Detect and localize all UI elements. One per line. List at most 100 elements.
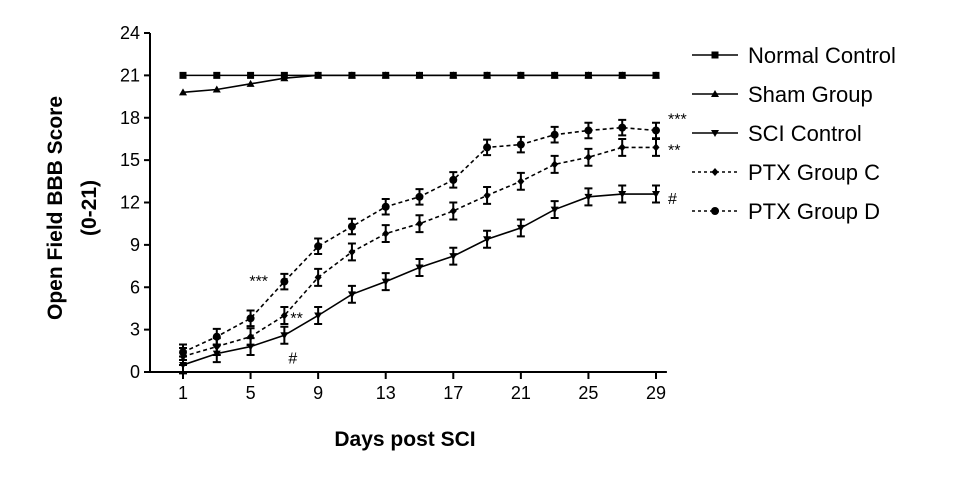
data-point — [280, 277, 289, 286]
y-tick-label: 15 — [120, 150, 140, 170]
y-tick-label: 18 — [120, 108, 140, 128]
data-point — [314, 312, 323, 320]
x-tick-label: 1 — [178, 383, 188, 403]
data-point — [483, 236, 492, 244]
data-point — [280, 74, 289, 82]
data-point — [213, 71, 221, 79]
series-sci-control — [179, 184, 660, 375]
x-tick-label: 9 — [313, 383, 323, 403]
data-point — [179, 88, 187, 96]
data-point — [348, 247, 356, 256]
significance-annotation: *** — [668, 111, 687, 128]
legend-marker — [711, 207, 719, 215]
x-tick-label: 29 — [646, 383, 666, 403]
y-tick-label: 12 — [120, 193, 140, 213]
data-point — [381, 202, 390, 211]
data-point — [618, 123, 627, 132]
data-point — [618, 71, 627, 79]
data-point — [652, 71, 660, 79]
data-point — [212, 332, 221, 341]
data-point — [179, 71, 187, 79]
data-point — [551, 160, 559, 169]
y-axis-label: Open Field BBB Score (0-21) — [44, 96, 101, 320]
data-point — [280, 332, 289, 340]
data-point — [550, 130, 559, 139]
data-point — [314, 273, 322, 282]
significance-annotation: # — [288, 350, 297, 367]
series-ptx-group-c — [179, 137, 660, 366]
legend-item: SCI Control — [692, 121, 862, 146]
data-point — [550, 206, 559, 214]
data-point — [179, 348, 187, 357]
data-point — [381, 71, 390, 79]
data-point — [584, 153, 592, 162]
y-tick-label: 6 — [130, 277, 140, 297]
y-tick-label: 21 — [120, 65, 140, 85]
data-point — [415, 264, 424, 272]
data-point — [516, 71, 525, 79]
data-point — [247, 71, 255, 79]
data-point — [516, 140, 525, 149]
data-point — [246, 314, 255, 323]
data-point — [584, 193, 593, 201]
data-point — [247, 332, 255, 341]
data-point — [449, 206, 457, 215]
legend-label: Normal Control — [748, 43, 896, 68]
legend-label: PTX Group C — [748, 160, 880, 185]
legend-marker — [711, 130, 719, 137]
data-point — [483, 191, 491, 200]
y-tick-label: 9 — [130, 235, 140, 255]
legend-label: Sham Group — [748, 82, 873, 107]
data-point — [280, 311, 288, 320]
y-axis-label-line1: Open Field BBB Score — [44, 96, 67, 320]
data-point — [483, 71, 492, 79]
data-point — [415, 192, 424, 201]
data-point — [212, 85, 221, 93]
data-point — [652, 126, 660, 135]
significance-annotation: # — [668, 191, 677, 208]
significance-annotation: *** — [249, 274, 268, 291]
legend-label: SCI Control — [748, 121, 862, 146]
y-axis-label-line2: (0-21) — [78, 180, 101, 236]
data-point — [517, 177, 525, 186]
data-point — [584, 71, 593, 79]
data-point — [416, 219, 423, 228]
legend-marker — [711, 51, 719, 59]
data-point — [449, 253, 458, 261]
legend-marker — [711, 168, 719, 176]
x-tick-label: 21 — [511, 383, 531, 403]
data-point — [347, 71, 356, 79]
series-sham-group — [179, 71, 660, 96]
data-point — [550, 71, 559, 79]
data-point — [415, 71, 424, 79]
legend-item: Normal Control — [692, 43, 896, 68]
legend-item: PTX Group C — [692, 160, 880, 185]
data-point — [618, 191, 627, 199]
data-point — [449, 175, 458, 184]
legend-item: Sham Group — [692, 82, 873, 107]
legend: Normal Control Sham Group SCI Control PTX G… — [692, 43, 896, 224]
data-point — [347, 222, 356, 231]
x-tick-label: 5 — [246, 383, 256, 403]
data-point — [381, 278, 390, 286]
significance-annotation: ** — [668, 142, 680, 159]
x-tick-label: 25 — [578, 383, 598, 403]
data-point — [314, 242, 323, 251]
y-tick-label: 24 — [120, 23, 140, 43]
y-tick-label: 3 — [130, 320, 140, 340]
legend-marker — [711, 90, 719, 97]
data-point — [584, 126, 593, 135]
plot-area: *****#*****# — [179, 71, 687, 375]
legend-label: PTX Group D — [748, 199, 880, 224]
legend-item: PTX Group D — [692, 199, 880, 224]
significance-annotation: ** — [290, 311, 302, 328]
y-tick-label: 0 — [130, 362, 140, 382]
x-axis-label: Days post SCI — [334, 428, 475, 451]
series-ptx-group-d — [179, 118, 660, 361]
data-point — [246, 79, 255, 87]
data-point — [516, 224, 525, 232]
data-point — [652, 191, 660, 199]
